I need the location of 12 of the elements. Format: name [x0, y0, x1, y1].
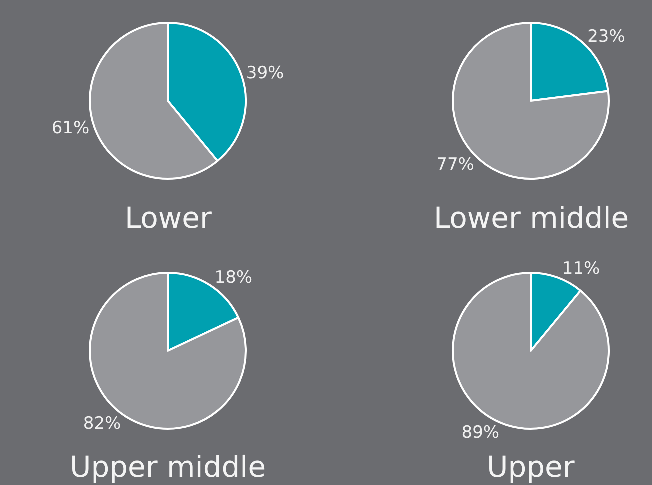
- data-label: 39%: [246, 63, 284, 84]
- text: Upper: [487, 450, 575, 484]
- data-label: 23%: [588, 26, 626, 47]
- data-label: 11%: [562, 258, 600, 279]
- text: Lower: [125, 201, 212, 235]
- text: Lower middle: [434, 201, 630, 235]
- text: Upper middle: [70, 450, 266, 484]
- data-label: 82%: [83, 414, 122, 434]
- data-label: 77%: [436, 155, 474, 176]
- data-label: 89%: [462, 423, 500, 444]
- data-label: 18%: [214, 268, 253, 288]
- data-label: 61%: [52, 118, 90, 139]
